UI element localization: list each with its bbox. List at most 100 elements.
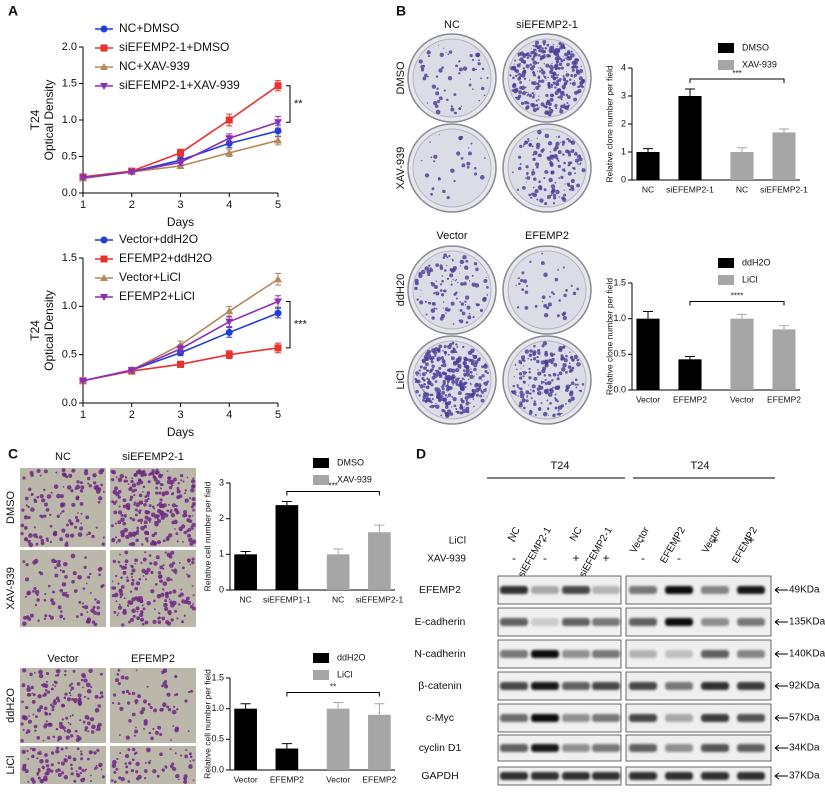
arrow [774, 618, 788, 626]
colony [552, 44, 555, 46]
image-row-label: XAV-939 [5, 567, 17, 610]
colony [449, 268, 454, 272]
colony [460, 157, 464, 160]
cell [180, 479, 183, 482]
colony [464, 406, 466, 408]
cell [134, 729, 139, 734]
colony [468, 147, 470, 149]
cell [54, 685, 57, 688]
colony [550, 194, 553, 197]
colony [564, 57, 567, 59]
colony [442, 350, 445, 352]
cell [143, 727, 146, 730]
colony [551, 48, 556, 54]
blot-band [531, 744, 559, 752]
cell [80, 612, 84, 616]
colony [531, 57, 535, 61]
colony [469, 382, 472, 385]
cell [188, 537, 193, 543]
colony [558, 62, 563, 67]
marker [274, 82, 282, 90]
cell [120, 675, 125, 680]
colony [556, 374, 560, 377]
cell [80, 485, 85, 490]
x-tick-label: Vector [636, 394, 660, 404]
colony [558, 177, 561, 179]
colony [480, 389, 483, 391]
colony [544, 110, 549, 115]
cell [130, 479, 134, 484]
colony [434, 380, 438, 383]
colony [445, 51, 447, 54]
colony [451, 379, 456, 384]
colony [548, 106, 551, 110]
cell [153, 708, 157, 713]
colony [565, 289, 568, 292]
colony [465, 358, 469, 361]
colony [473, 172, 478, 176]
cell [90, 730, 95, 734]
colony [481, 374, 485, 378]
colony [434, 387, 439, 392]
cell [38, 535, 43, 540]
colony [519, 376, 523, 380]
cell [28, 542, 31, 545]
cell [70, 489, 74, 493]
colony [567, 104, 570, 108]
bar [368, 714, 391, 770]
cell [65, 593, 70, 598]
cell [161, 768, 165, 772]
colony [516, 368, 518, 371]
colony [484, 369, 488, 373]
colony [541, 344, 545, 348]
colony [450, 168, 455, 173]
colony [522, 370, 524, 373]
cell [45, 680, 48, 683]
legend-label: DMSO [742, 42, 769, 52]
colony [571, 68, 575, 72]
cell [51, 705, 55, 709]
colony [460, 105, 463, 107]
y-axis-label: Relative cell number per field [202, 669, 212, 779]
colony [427, 54, 431, 58]
significance-bracket [689, 301, 785, 306]
cell [127, 780, 131, 783]
colony [426, 50, 431, 55]
legend-label: NC+DMSO [119, 21, 179, 35]
colony [533, 344, 536, 348]
cell [111, 538, 116, 543]
cell [131, 541, 136, 547]
cell [187, 527, 192, 532]
legend-label: EFEMP2+ddH2O [119, 251, 212, 265]
cell [113, 693, 117, 697]
colony [423, 64, 426, 67]
cell [136, 529, 140, 532]
colony [549, 295, 551, 298]
cell [63, 696, 67, 700]
colony [525, 181, 527, 183]
size-label: 135KDa [789, 617, 825, 628]
cell [56, 493, 61, 499]
cell [156, 508, 162, 514]
colony [431, 316, 435, 320]
cell [172, 512, 174, 515]
colony [532, 44, 535, 47]
cell [31, 748, 35, 751]
x-tick-label: 3 [177, 199, 183, 211]
colony [574, 378, 578, 382]
colony [446, 264, 448, 267]
arrow [774, 714, 788, 722]
cell [82, 686, 84, 689]
cell [120, 585, 125, 589]
cell [141, 604, 144, 607]
cell [123, 597, 126, 600]
cell [83, 695, 87, 699]
colony [570, 381, 575, 386]
colony [460, 282, 464, 286]
cell [70, 682, 74, 685]
colony [557, 412, 562, 416]
cell [102, 536, 106, 539]
cell [59, 494, 64, 499]
colony [516, 63, 521, 68]
colony [556, 157, 559, 161]
